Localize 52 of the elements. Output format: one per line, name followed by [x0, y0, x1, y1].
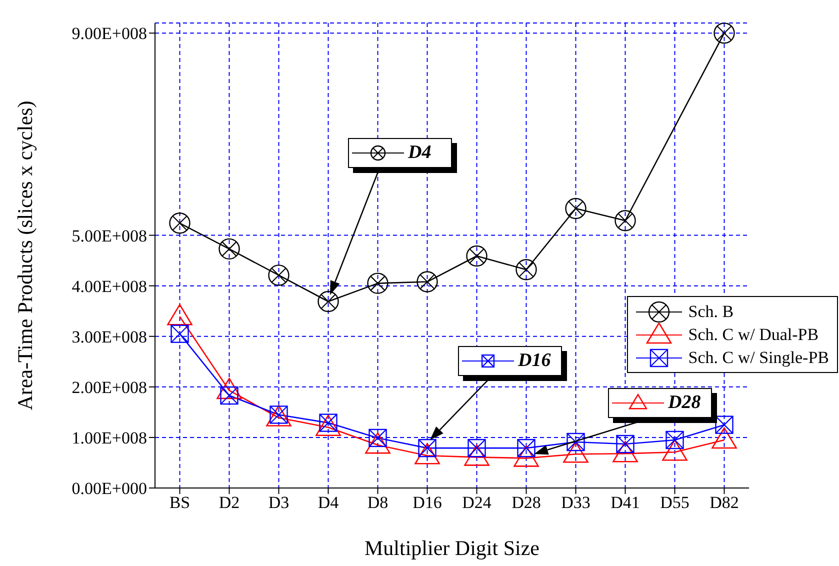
legend-label: Sch. B	[688, 302, 734, 322]
x-tick-label: D28	[512, 493, 541, 512]
point	[414, 443, 440, 464]
annotation: D4	[408, 142, 432, 164]
point	[268, 264, 290, 286]
x-tick-label: BS	[169, 493, 190, 512]
y-tick-label: 2.00E+008	[72, 378, 147, 397]
point	[612, 440, 638, 462]
point	[367, 272, 388, 294]
point	[662, 439, 688, 461]
point	[266, 405, 292, 426]
x-tick-label: D3	[268, 493, 290, 512]
y-axis-title: Area-Time Products (slices x cycles)	[13, 100, 37, 410]
legend-label: Sch. C w/ Dual-PB	[688, 324, 819, 344]
x-axis-title: Multiplier Digit Size	[364, 536, 540, 560]
point	[714, 23, 735, 44]
x-tick-label: D4	[318, 493, 340, 512]
x-tick-label: D16	[412, 493, 442, 512]
x-tick-label: D55	[660, 493, 690, 512]
point	[365, 432, 390, 454]
point	[666, 430, 684, 450]
point	[169, 212, 190, 234]
point	[416, 271, 438, 292]
point	[712, 427, 737, 449]
point	[216, 378, 242, 400]
x-tick-label: D33	[561, 493, 590, 512]
x-tick-label: D8	[367, 493, 388, 512]
point	[566, 432, 585, 452]
point	[516, 259, 537, 280]
y-tick-label: 1.00E+008	[72, 428, 147, 448]
x-tick-label: D82	[710, 493, 739, 512]
x-tick-label: D24	[462, 493, 492, 512]
point	[565, 198, 586, 220]
x-tick-label: D41	[610, 493, 640, 512]
y-tick-label: 4.00E+008	[72, 276, 147, 296]
point	[514, 446, 539, 467]
point	[464, 444, 490, 466]
point	[614, 210, 636, 232]
x-tick-label: D2	[218, 493, 240, 512]
annotation: D16	[518, 350, 551, 372]
annotation: D28	[668, 392, 701, 414]
legend-label: Sch. C w/ Single-PB	[688, 348, 829, 368]
point	[316, 414, 341, 436]
y-tick-label: 9.00E+008	[72, 24, 147, 44]
y-tick-label: 3.00E+008	[72, 327, 147, 346]
point	[466, 245, 488, 267]
point	[318, 290, 339, 312]
y-tick-label: 0.00E+000	[72, 479, 147, 498]
y-tick-label: 5.00E+008	[72, 226, 147, 246]
point	[170, 324, 189, 343]
point	[563, 441, 588, 463]
point	[218, 238, 240, 260]
